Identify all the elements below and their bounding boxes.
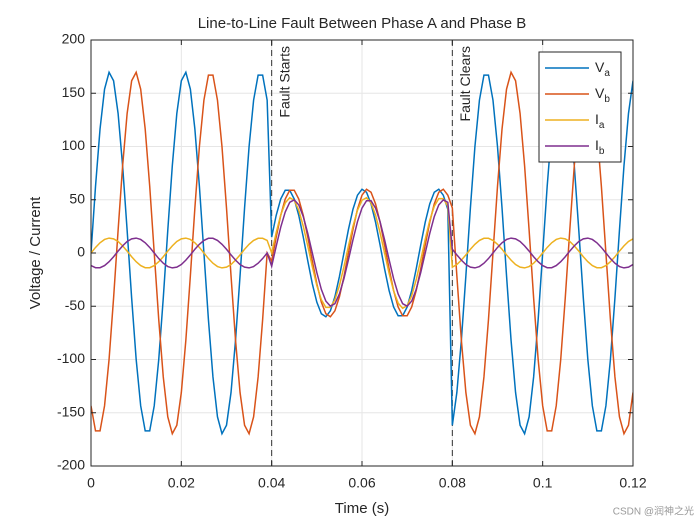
- series-line: [91, 70, 633, 436]
- legend-label: Vb: [595, 85, 610, 105]
- x-tick-label: 0.08: [439, 475, 466, 491]
- y-tick-label: -150: [57, 403, 85, 419]
- series-line: [91, 198, 633, 308]
- series-line: [91, 196, 633, 310]
- y-axis-label: Voltage / Current: [27, 196, 44, 309]
- chart-title: Line-to-Line Fault Between Phase A and P…: [198, 15, 527, 32]
- x-tick-label: 0.12: [619, 475, 646, 491]
- y-tick-label: 50: [69, 190, 85, 206]
- legend-box: [538, 51, 622, 163]
- y-tick-label: -50: [65, 297, 85, 313]
- y-tick-label: 100: [62, 137, 86, 153]
- annotation-text: Fault Starts: [276, 46, 292, 118]
- x-tick-label: 0.04: [258, 475, 285, 491]
- legend-label: Ia: [595, 111, 605, 131]
- y-tick-label: 0: [77, 244, 85, 260]
- y-tick-label: -100: [57, 350, 85, 366]
- x-tick-label: 0.06: [348, 475, 375, 491]
- x-tick-label: 0.1: [533, 475, 553, 491]
- x-axis-label: Time (s): [335, 500, 389, 517]
- y-tick-label: 150: [62, 84, 86, 100]
- legend-label: Ib: [595, 137, 605, 157]
- x-tick-label: 0.02: [168, 475, 195, 491]
- x-tick-label: 0: [87, 475, 95, 491]
- watermark: CSDN @润神之光: [613, 505, 694, 518]
- legend-label: Va: [595, 59, 610, 79]
- y-tick-label: -200: [57, 457, 85, 473]
- y-tick-label: 200: [62, 31, 86, 47]
- annotation-text: Fault Clears: [457, 46, 473, 121]
